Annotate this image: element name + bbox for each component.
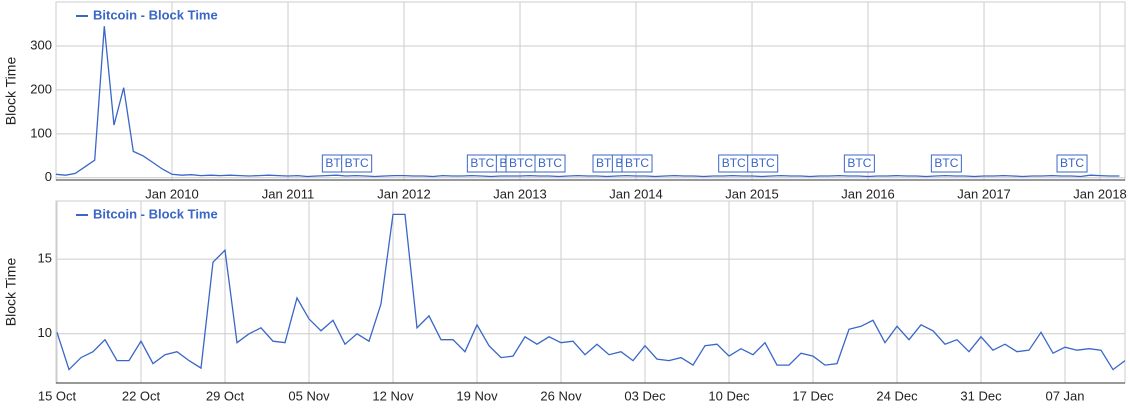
annotation-flag bbox=[534, 154, 566, 173]
annotation-label: BTC bbox=[470, 156, 494, 170]
y-tick-label: 300 bbox=[30, 37, 52, 52]
annotation-label: BTC bbox=[934, 156, 958, 170]
y-axis-label: Block Time bbox=[3, 258, 19, 327]
x-tick-label: Jan 2016 bbox=[841, 186, 895, 201]
x-tick-label: Jan 2014 bbox=[609, 186, 663, 201]
annotation-flag bbox=[621, 154, 653, 173]
x-tick-label: 03 Dec bbox=[624, 388, 666, 403]
x-tick-label: Jan 2010 bbox=[145, 186, 199, 201]
annotation-label: BTC bbox=[509, 156, 533, 170]
y-tick-label: 200 bbox=[30, 81, 52, 96]
annotation-label: BTC bbox=[538, 156, 562, 170]
x-tick-label: 26 Nov bbox=[540, 388, 582, 403]
y-tick-label: 15 bbox=[38, 251, 52, 266]
annotation-label: BTC bbox=[1060, 156, 1084, 170]
annotation-label: BTC bbox=[847, 156, 871, 170]
annotation-flag bbox=[843, 154, 875, 173]
annotation-label: BTC bbox=[345, 156, 369, 170]
x-tick-label: Jan 2017 bbox=[957, 186, 1011, 201]
x-tick-label: 12 Nov bbox=[372, 388, 414, 403]
x-tick-label: 24 Dec bbox=[876, 388, 918, 403]
y-axis-label: Block Time bbox=[3, 57, 19, 126]
plot-area bbox=[55, 200, 1126, 384]
x-tick-label: Jan 2013 bbox=[493, 186, 547, 201]
x-tick-label: 31 Dec bbox=[960, 388, 1002, 403]
x-tick-label: 10 Dec bbox=[708, 388, 750, 403]
plot-area bbox=[55, 1, 1126, 181]
data-line bbox=[55, 26, 1120, 178]
annotation-flag bbox=[930, 154, 962, 173]
annotation-flag bbox=[341, 154, 373, 173]
x-tick-label: 15 Oct bbox=[38, 388, 77, 403]
annotation-flag bbox=[1056, 154, 1088, 173]
legend-label: Bitcoin - Block Time bbox=[93, 206, 218, 221]
annotation-flag bbox=[747, 154, 779, 173]
data-line bbox=[56, 213, 1126, 371]
x-tick-label: 19 Nov bbox=[456, 388, 498, 403]
x-tick-label: Jan 2012 bbox=[377, 186, 431, 201]
x-tick-label: Jan 2011 bbox=[262, 186, 315, 201]
y-tick-label: 0 bbox=[45, 169, 52, 184]
x-tick-label: Jan 2015 bbox=[725, 186, 779, 201]
annotation-label: BTC bbox=[722, 156, 746, 170]
x-tick-label: 05 Nov bbox=[288, 388, 330, 403]
x-tick-label: 17 Dec bbox=[792, 388, 834, 403]
x-tick-label: Jan 2018 bbox=[1073, 186, 1127, 201]
annotation-label: BTC bbox=[751, 156, 775, 170]
x-tick-label: 22 Oct bbox=[122, 388, 161, 403]
annotation-label: BTC bbox=[625, 156, 649, 170]
x-tick-label: 29 Oct bbox=[206, 388, 245, 403]
legend-label: Bitcoin - Block Time bbox=[93, 7, 218, 22]
y-tick-label: 100 bbox=[30, 125, 52, 140]
x-tick-label: 07 Jan bbox=[1045, 388, 1084, 403]
y-tick-label: 10 bbox=[38, 325, 52, 340]
